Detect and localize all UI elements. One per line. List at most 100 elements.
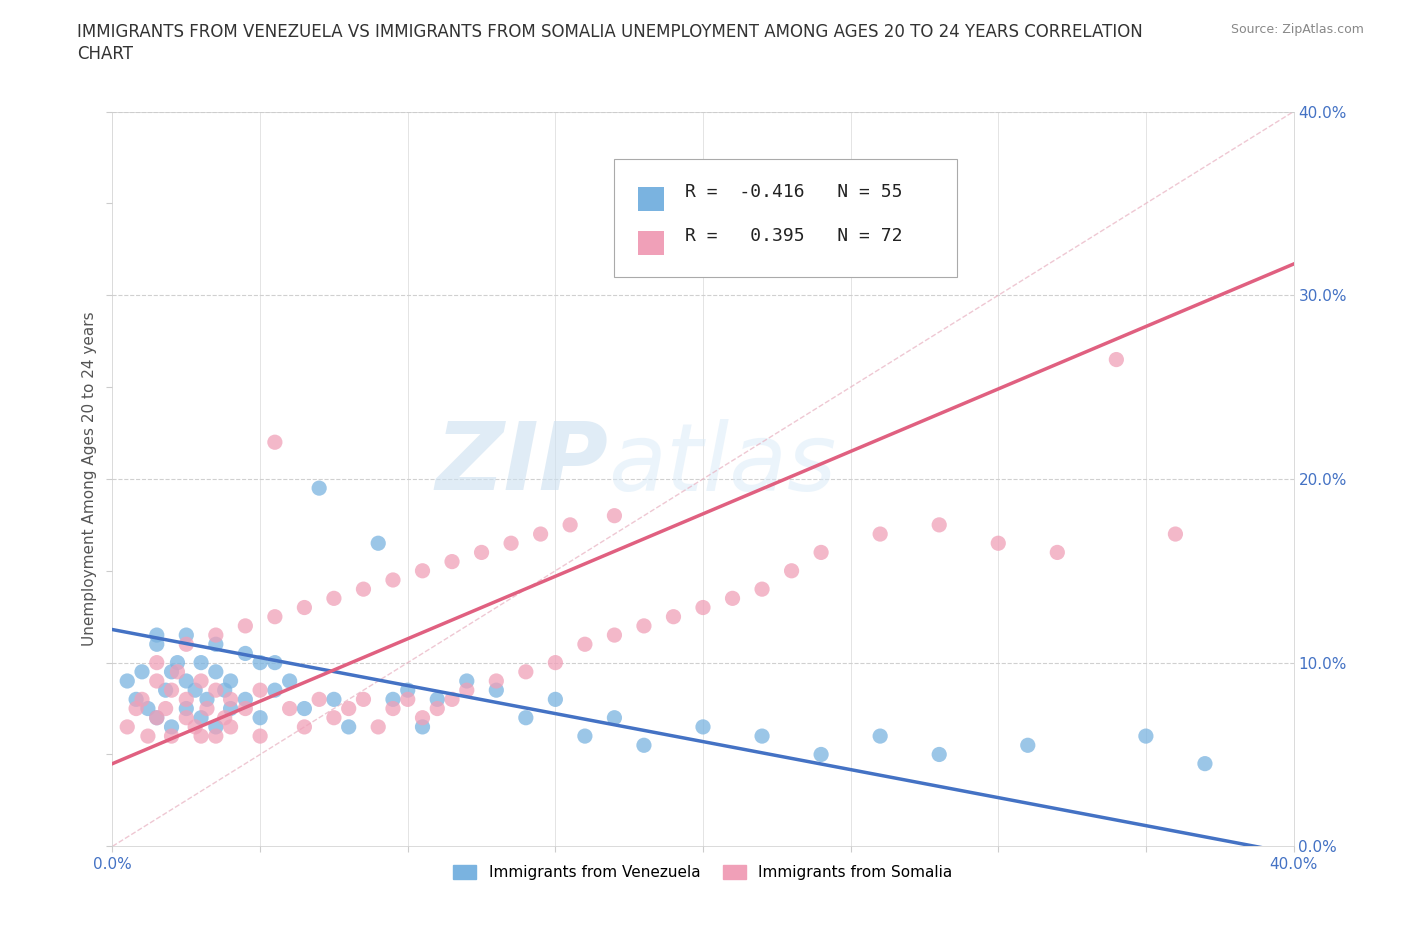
Point: [174, 637, 197, 652]
Point: [233, 618, 256, 633]
Point: [155, 683, 177, 698]
Point: [751, 729, 773, 744]
Point: [233, 701, 256, 716]
Text: ZIP: ZIP: [436, 418, 609, 511]
Point: [515, 664, 537, 679]
Point: [426, 692, 449, 707]
Point: [174, 692, 197, 707]
Point: [205, 628, 228, 643]
Point: [633, 618, 655, 633]
Point: [810, 747, 832, 762]
Point: [529, 526, 551, 541]
Point: [603, 628, 626, 643]
Point: [1194, 756, 1216, 771]
Point: [1017, 737, 1039, 752]
Point: [190, 729, 212, 744]
Point: [166, 664, 188, 679]
Point: [308, 481, 330, 496]
Point: [456, 673, 478, 688]
Point: [278, 673, 301, 688]
Point: [1164, 526, 1187, 541]
Point: [146, 711, 169, 725]
Point: [633, 737, 655, 752]
Point: [292, 720, 315, 735]
Point: [249, 711, 271, 725]
Point: [662, 609, 685, 624]
Point: [233, 692, 256, 707]
Point: [426, 701, 449, 716]
Point: [485, 673, 508, 688]
Point: [249, 655, 271, 670]
Point: [544, 692, 567, 707]
Text: CHART: CHART: [77, 45, 134, 62]
Point: [441, 554, 464, 569]
Point: [155, 701, 177, 716]
Point: [396, 683, 419, 698]
FancyBboxPatch shape: [638, 231, 664, 255]
Point: [190, 711, 212, 725]
Point: [219, 720, 242, 735]
Point: [264, 655, 287, 670]
Point: [125, 701, 148, 716]
Point: [174, 711, 197, 725]
Text: R =  -0.416   N = 55: R = -0.416 N = 55: [685, 183, 903, 202]
Point: [928, 747, 950, 762]
Point: [214, 683, 236, 698]
Point: [810, 545, 832, 560]
Text: Source: ZipAtlas.com: Source: ZipAtlas.com: [1230, 23, 1364, 36]
Point: [160, 729, 183, 744]
Point: [1105, 352, 1128, 367]
Point: [721, 591, 744, 605]
Point: [396, 692, 419, 707]
Point: [249, 729, 271, 744]
Point: [292, 600, 315, 615]
Point: [195, 692, 218, 707]
Point: [146, 628, 169, 643]
Point: [146, 673, 169, 688]
Point: [264, 683, 287, 698]
Point: [382, 692, 405, 707]
Text: R =   0.395   N = 72: R = 0.395 N = 72: [685, 228, 903, 246]
Point: [292, 701, 315, 716]
Point: [160, 720, 183, 735]
Point: [470, 545, 494, 560]
Point: [205, 683, 228, 698]
Point: [1135, 729, 1157, 744]
Point: [205, 637, 228, 652]
Point: [323, 591, 346, 605]
Text: atlas: atlas: [609, 418, 837, 510]
Point: [501, 536, 523, 551]
Point: [928, 517, 950, 532]
Point: [249, 683, 271, 698]
Point: [174, 628, 197, 643]
Point: [515, 711, 537, 725]
Point: [367, 536, 389, 551]
Point: [780, 564, 803, 578]
Y-axis label: Unemployment Among Ages 20 to 24 years: Unemployment Among Ages 20 to 24 years: [82, 312, 97, 646]
Point: [382, 701, 405, 716]
Point: [219, 673, 242, 688]
Point: [205, 664, 228, 679]
Point: [190, 673, 212, 688]
Point: [219, 692, 242, 707]
Point: [692, 720, 714, 735]
Point: [603, 508, 626, 523]
FancyBboxPatch shape: [638, 187, 664, 211]
Point: [411, 720, 433, 735]
Point: [131, 664, 153, 679]
Point: [544, 655, 567, 670]
Point: [382, 573, 405, 588]
Point: [146, 637, 169, 652]
Point: [987, 536, 1010, 551]
Point: [146, 655, 169, 670]
Point: [603, 711, 626, 725]
Point: [264, 435, 287, 450]
Point: [352, 692, 374, 707]
Legend: Immigrants from Venezuela, Immigrants from Somalia: Immigrants from Venezuela, Immigrants fr…: [447, 859, 959, 886]
Point: [337, 701, 360, 716]
Point: [195, 701, 218, 716]
FancyBboxPatch shape: [614, 159, 957, 277]
Point: [323, 692, 346, 707]
Point: [558, 517, 582, 532]
Point: [411, 564, 433, 578]
